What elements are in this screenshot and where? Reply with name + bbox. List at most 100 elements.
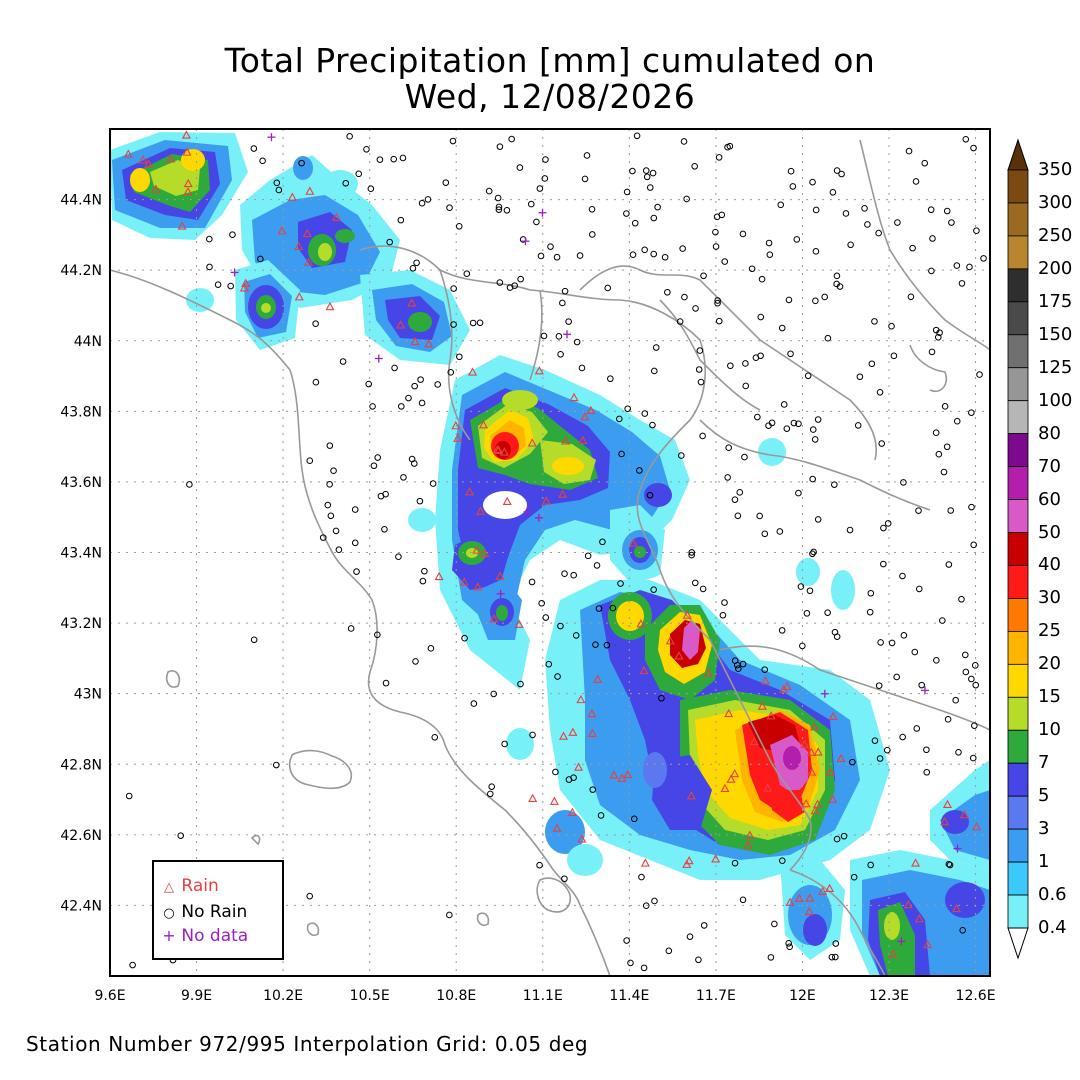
station-no-rain bbox=[824, 334, 832, 342]
station-no-rain bbox=[312, 378, 320, 386]
station-rain bbox=[138, 155, 148, 164]
legend-no-rain: ○ No Rain bbox=[163, 902, 248, 922]
station-rain bbox=[763, 783, 773, 792]
station-no-data bbox=[496, 589, 505, 598]
colorbar-min-arrow bbox=[1007, 927, 1029, 960]
station-no-rain bbox=[618, 450, 625, 458]
station-rain bbox=[478, 420, 488, 429]
station-no-rain bbox=[496, 143, 504, 150]
station-no-rain bbox=[312, 320, 319, 328]
colorbar-swatch bbox=[1007, 235, 1029, 270]
station-no-rain bbox=[638, 873, 645, 881]
station-no-rain bbox=[617, 580, 624, 587]
station-no-rain bbox=[928, 348, 936, 356]
station-no-rain bbox=[382, 490, 389, 498]
station-no-rain bbox=[633, 132, 641, 140]
station-no-rain bbox=[945, 860, 953, 868]
station-no-rain bbox=[412, 658, 419, 665]
station-no-rain bbox=[909, 244, 916, 252]
station-no-rain bbox=[476, 319, 484, 327]
station-no-rain bbox=[650, 367, 658, 375]
station-no-rain bbox=[761, 530, 769, 538]
station-no-rain bbox=[627, 959, 634, 967]
station-no-rain bbox=[846, 526, 854, 534]
map-title-line1: Total Precipitation [mm] cumulated on bbox=[224, 41, 876, 80]
station-no-rain bbox=[786, 943, 793, 951]
station-no-rain bbox=[506, 284, 514, 291]
station-no-rain bbox=[973, 227, 980, 235]
colorbar-swatch bbox=[1007, 630, 1029, 665]
legend-rain: △ Rain bbox=[164, 876, 219, 896]
station-rain bbox=[294, 292, 304, 301]
station-no-rain bbox=[936, 329, 943, 337]
station-no-rain bbox=[250, 636, 258, 644]
station-no-rain bbox=[680, 138, 688, 145]
station-no-rain bbox=[699, 432, 706, 440]
station-no-rain bbox=[766, 251, 774, 258]
station-no-rain bbox=[980, 255, 987, 262]
station-no-rain bbox=[646, 491, 654, 499]
station-no-rain bbox=[177, 832, 185, 839]
station-no-rain bbox=[811, 436, 819, 443]
station-no-rain bbox=[517, 680, 524, 688]
station-rain bbox=[836, 753, 846, 763]
station-no-rain bbox=[831, 481, 838, 488]
station-rain bbox=[472, 545, 482, 554]
no-data-plus-icon: + bbox=[162, 926, 176, 945]
station-rain bbox=[801, 798, 811, 808]
colorbar-level-label: 125 bbox=[1038, 356, 1073, 378]
colorbar-level-label: 0.4 bbox=[1038, 917, 1067, 938]
station-no-rain bbox=[631, 219, 639, 227]
station-no-rain bbox=[958, 280, 966, 287]
station-no-rain bbox=[275, 186, 283, 194]
station-no-rain bbox=[731, 859, 739, 867]
station-rain bbox=[303, 257, 314, 266]
station-no-rain bbox=[545, 660, 553, 668]
station-no-rain bbox=[814, 516, 822, 523]
station-no-rain bbox=[565, 776, 573, 783]
station-no-rain bbox=[758, 275, 766, 283]
station-no-rain bbox=[739, 896, 747, 904]
station-no-rain bbox=[695, 956, 702, 964]
station-no-rain bbox=[831, 628, 839, 636]
station-no-rain bbox=[972, 681, 980, 689]
station-rain bbox=[682, 610, 692, 619]
station-no-rain bbox=[940, 468, 948, 476]
station-rain bbox=[804, 906, 814, 916]
station-no-rain bbox=[650, 214, 658, 222]
station-no-rain bbox=[945, 561, 953, 568]
station-rain bbox=[640, 858, 650, 867]
station-no-rain bbox=[854, 422, 862, 429]
station-no-rain bbox=[339, 358, 347, 365]
station-no-rain bbox=[880, 524, 887, 532]
station-no-rain bbox=[970, 144, 977, 152]
x-tick-label: 12.3E bbox=[869, 988, 909, 1004]
station-no-rain bbox=[573, 338, 581, 346]
station-no-rain bbox=[351, 506, 359, 513]
station-rain bbox=[331, 212, 342, 221]
station-no-rain bbox=[367, 185, 375, 193]
station-no-rain bbox=[731, 496, 739, 503]
station-no-rain bbox=[429, 480, 437, 487]
station-no-data bbox=[523, 507, 532, 516]
station-no-rain bbox=[900, 479, 907, 486]
station-no-rain bbox=[592, 641, 599, 648]
station-rain bbox=[183, 178, 193, 188]
station-no-rain bbox=[810, 548, 817, 556]
station-no-rain bbox=[410, 460, 418, 467]
station-no-rain bbox=[683, 195, 690, 203]
station-no-rain bbox=[125, 792, 133, 800]
station-no-rain bbox=[547, 243, 554, 250]
station-no-rain bbox=[411, 382, 418, 390]
station-no-rain bbox=[424, 196, 432, 203]
station-no-rain bbox=[391, 364, 398, 372]
colorbar-level-label: 7 bbox=[1038, 752, 1050, 774]
station-no-rain bbox=[381, 525, 388, 533]
station-no-rain bbox=[642, 902, 650, 910]
station-no-rain bbox=[555, 333, 563, 340]
station-no-rain bbox=[888, 639, 896, 647]
station-no-rain bbox=[654, 203, 661, 211]
station-no-rain bbox=[250, 145, 258, 152]
station-no-rain bbox=[485, 187, 493, 195]
station-no-rain bbox=[630, 815, 638, 823]
